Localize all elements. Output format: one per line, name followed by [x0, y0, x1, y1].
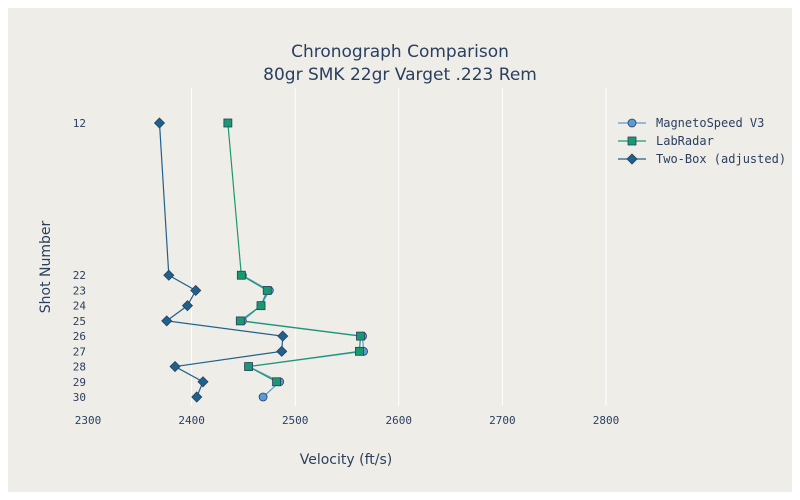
- chart-subtitle: 80gr SMK 22gr Varget .223 Rem: [263, 65, 537, 85]
- data-point: [190, 284, 202, 297]
- series-line: [158, 122, 284, 398]
- y-tick-label: 12: [73, 117, 86, 130]
- data-point: [235, 316, 245, 326]
- data-point: [272, 377, 281, 387]
- y-tick-label: 27: [73, 345, 86, 358]
- legend-marker: [626, 153, 638, 165]
- grid: [191, 88, 607, 406]
- x-tick-label: 2300: [75, 414, 102, 427]
- legend-label: MagnetoSpeed V3: [656, 116, 764, 130]
- legend-marker: [627, 136, 637, 146]
- x-axis-title: Velocity (ft/s): [300, 452, 392, 468]
- data-point: [223, 118, 233, 128]
- data-point: [258, 392, 268, 402]
- x-tick-label: 2400: [178, 414, 205, 427]
- x-tick-label: 2800: [593, 414, 620, 427]
- plot-area: [153, 117, 368, 403]
- data-point: [153, 117, 166, 129]
- legend-item-two-box-adjusted[interactable]: Two-Box (adjusted): [618, 152, 786, 166]
- chart-canvas: Chronograph Comparison 80gr SMK 22gr Var…: [38, 42, 786, 468]
- series-line: [227, 122, 362, 383]
- series-magnetospeed-v3: [237, 270, 368, 402]
- data-point: [277, 330, 289, 342]
- y-tick-label: 29: [73, 376, 86, 389]
- data-point: [197, 376, 209, 388]
- data-point: [163, 269, 175, 281]
- data-point: [169, 360, 181, 373]
- legend-item-labradar[interactable]: LabRadar: [618, 134, 714, 148]
- data-point: [244, 362, 253, 371]
- y-tick-label: 23: [73, 284, 86, 297]
- data-point: [276, 345, 288, 357]
- x-tick-label: 2500: [282, 414, 309, 427]
- data-point: [236, 270, 246, 280]
- y-tick-label: 22: [73, 269, 86, 282]
- y-axis-ticks: 12 22 23 24 25 26 27 28 29 30: [73, 117, 87, 404]
- y-tick-label: 30: [73, 391, 86, 404]
- data-point: [181, 300, 194, 312]
- y-tick-label: 26: [73, 330, 86, 343]
- y-axis-title: Shot Number: [38, 221, 54, 314]
- data-point: [355, 346, 364, 356]
- legend-label: Two-Box (adjusted): [656, 152, 786, 166]
- series-two-box-adjusted: [153, 117, 289, 403]
- y-tick-label: 28: [73, 361, 86, 374]
- legend[interactable]: MagnetoSpeed V3 LabRadar Two-Box (adjusted…: [618, 116, 786, 166]
- chart-title: Chronograph Comparison: [291, 42, 509, 62]
- data-point: [356, 331, 365, 341]
- data-point: [161, 315, 173, 327]
- x-tick-label: 2600: [386, 414, 413, 427]
- y-tick-label: 25: [73, 315, 86, 328]
- legend-label: LabRadar: [656, 134, 714, 148]
- x-axis-ticks: 2300 2400 2500 2600 2700 2800: [75, 414, 620, 427]
- legend-marker: [627, 118, 637, 128]
- x-tick-label: 2700: [489, 414, 516, 427]
- series-labradar: [223, 118, 365, 387]
- series-line: [240, 274, 365, 398]
- data-point: [256, 301, 266, 311]
- chart-frame: Chronograph Comparison 80gr SMK 22gr Var…: [8, 8, 792, 492]
- legend-item-magnetospeed-v3[interactable]: MagnetoSpeed V3: [618, 116, 764, 130]
- data-point: [191, 391, 203, 403]
- data-point: [262, 286, 272, 295]
- y-tick-label: 24: [73, 300, 87, 313]
